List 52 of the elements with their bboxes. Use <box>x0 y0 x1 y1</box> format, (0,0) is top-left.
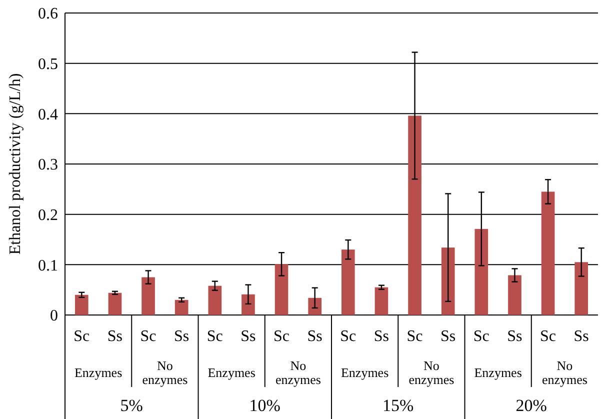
bar <box>474 228 488 315</box>
y-axis-title: Ethanol productivity (g/L/h) <box>7 73 24 255</box>
bar <box>208 286 222 315</box>
text: No enzymes <box>275 358 321 387</box>
y-tick-label: 0.6 <box>38 6 58 23</box>
bar <box>274 264 288 315</box>
bar <box>574 262 588 315</box>
bar <box>308 298 322 315</box>
x-tick-label: Sc <box>140 328 156 345</box>
bar <box>74 294 88 315</box>
text: 10% <box>249 396 280 415</box>
text: No enzymes <box>542 358 588 387</box>
y-tick-label: 0 <box>50 308 58 325</box>
x-tick-label: Sc <box>206 328 223 345</box>
x-tick-label: Ss <box>240 328 256 345</box>
text: No enzymes <box>142 358 188 387</box>
bar <box>441 248 455 315</box>
bar <box>374 287 388 315</box>
x-tick-label: Ss <box>440 328 456 345</box>
y-tick-label: 0.2 <box>38 206 58 224</box>
bar <box>142 277 155 315</box>
bar <box>341 250 355 315</box>
text: 5% <box>120 396 143 415</box>
x-tick-label: Ss <box>307 328 322 345</box>
text: Enzymes <box>208 365 256 380</box>
x-tick-label: Ss <box>507 328 522 345</box>
bar <box>508 275 522 315</box>
y-tick-label: 0.3 <box>38 156 58 174</box>
x-tick-label: Ss <box>107 328 123 345</box>
x-tick-label: Sc <box>473 328 490 345</box>
bar <box>541 192 555 315</box>
y-tick-label: 0.5 <box>38 56 58 73</box>
x-tick-label: Ss <box>574 328 589 345</box>
bar <box>408 116 422 315</box>
y-tick-label: 0.4 <box>38 106 58 124</box>
text: Enzymes <box>74 365 122 380</box>
y-tick-label: 0.1 <box>38 257 58 274</box>
x-tick-label: Sc <box>74 328 90 345</box>
bar <box>242 294 255 315</box>
x-tick-label: Sc <box>540 328 556 345</box>
x-tick-label: Sc <box>274 328 290 345</box>
text: 15% <box>382 396 414 415</box>
bar <box>174 300 188 315</box>
text: 20% <box>516 396 547 415</box>
x-tick-label: Sc <box>340 328 356 345</box>
x-tick-label: Sc <box>406 328 423 345</box>
text: Enzymes <box>474 365 522 380</box>
text: Enzymes <box>340 365 389 380</box>
bar <box>108 292 122 315</box>
x-tick-label: Ss <box>174 328 190 345</box>
text: No enzymes <box>408 358 454 387</box>
x-tick-label: Ss <box>374 328 390 345</box>
